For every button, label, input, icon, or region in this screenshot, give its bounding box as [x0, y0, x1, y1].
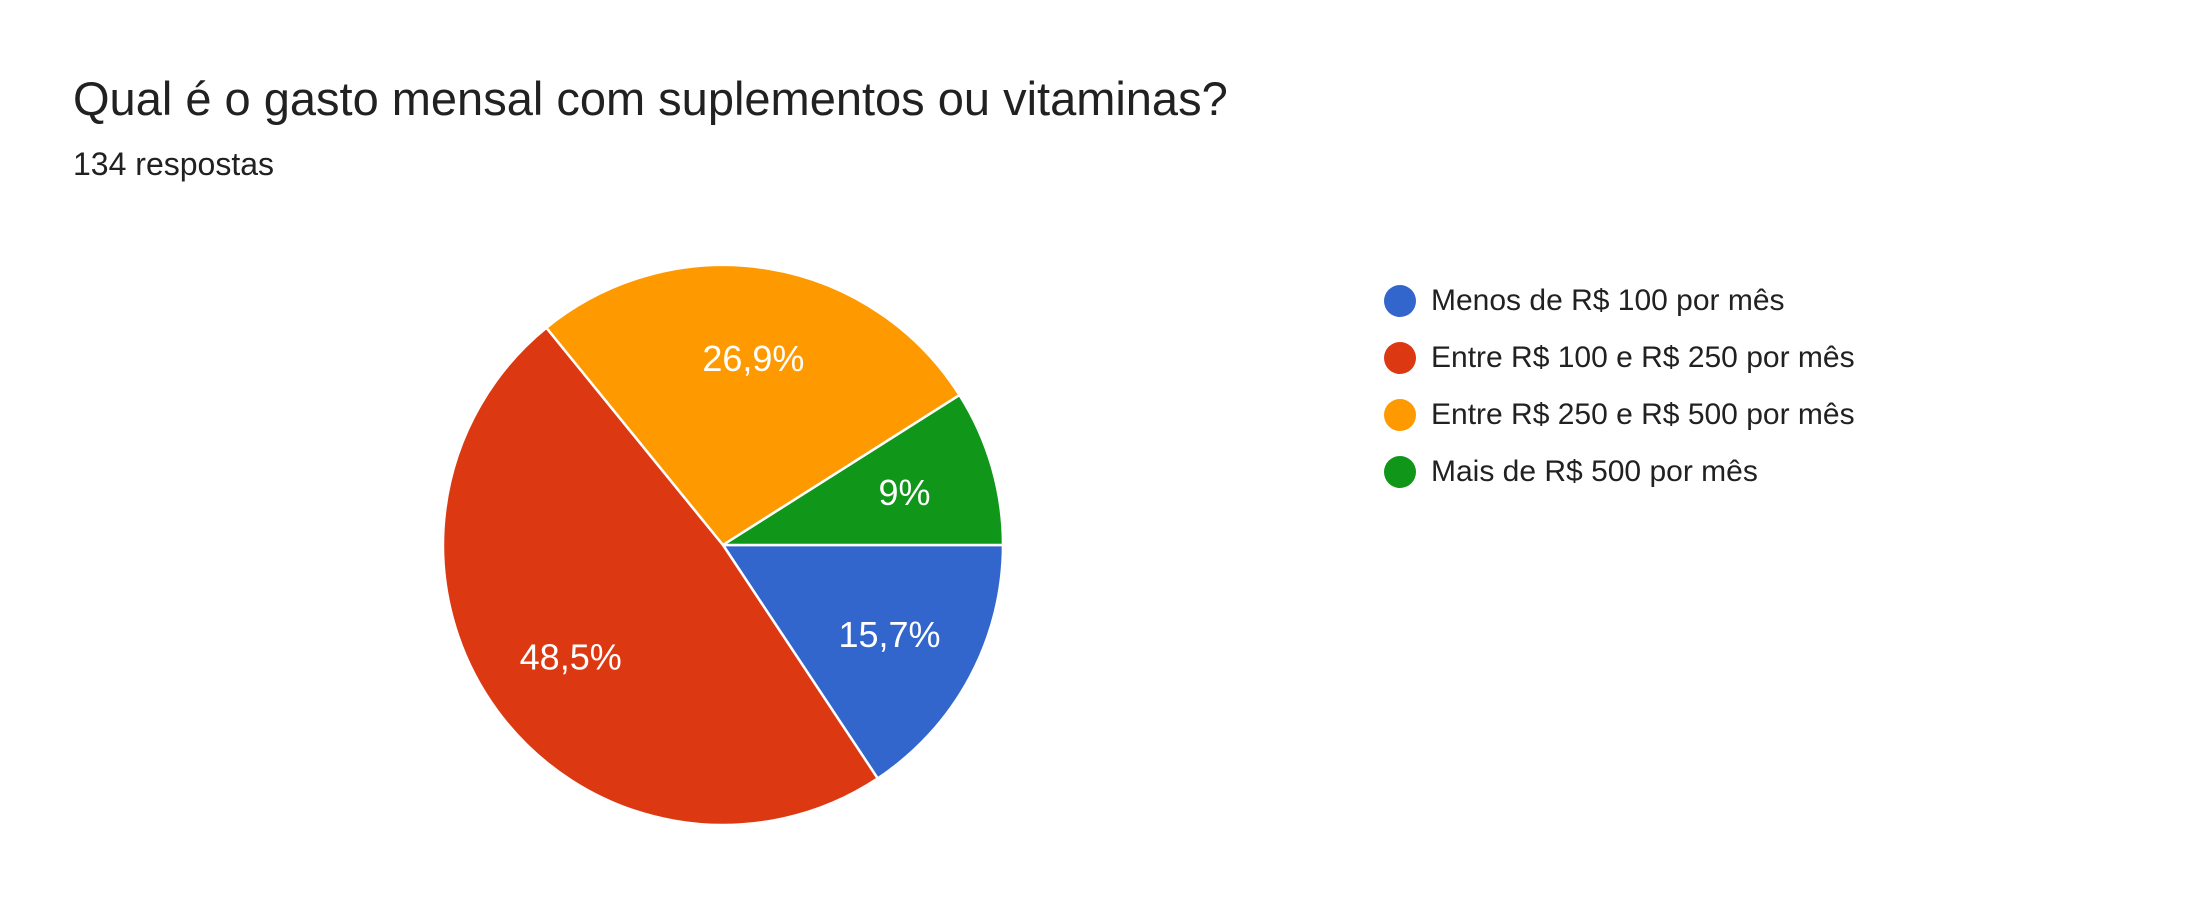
legend-color-dot-icon [1384, 284, 1416, 317]
chart-legend: Menos de R$ 100 por mês Entre R$ 100 e R… [1384, 284, 1855, 512]
legend-color-dot-icon [1384, 398, 1416, 431]
pie-chart-svg: 15,7%48,5%26,9%9% [441, 263, 1005, 827]
legend-item: Entre R$ 250 e R$ 500 por mês [1384, 398, 1855, 431]
pie-slice-0[interactable] [721, 543, 1005, 780]
pie-chart: 15,7% 48,5% 26,9% 9% [433, 255, 1013, 835]
legend-item: Entre R$ 100 e R$ 250 por mês [1384, 341, 1855, 374]
legend-color-dot-icon [1384, 341, 1416, 374]
legend-color-dot-icon [1384, 455, 1416, 488]
legend-label: Entre R$ 250 e R$ 500 por mês [1431, 398, 1855, 431]
legend-label: Mais de R$ 500 por mês [1431, 455, 1758, 488]
legend-item: Mais de R$ 500 por mês [1384, 455, 1855, 488]
question-title: Qual é o gasto mensal com suplementos ou… [73, 72, 1228, 125]
pie-slice-2[interactable] [545, 263, 961, 547]
responses-count: 134 respostas [73, 146, 275, 182]
legend-label: Menos de R$ 100 por mês [1431, 284, 1785, 317]
pie-slice-1[interactable] [441, 326, 879, 827]
pie-slice-3[interactable] [721, 393, 1005, 547]
legend-item: Menos de R$ 100 por mês [1384, 284, 1855, 317]
legend-label: Entre R$ 100 e R$ 250 por mês [1431, 341, 1855, 374]
